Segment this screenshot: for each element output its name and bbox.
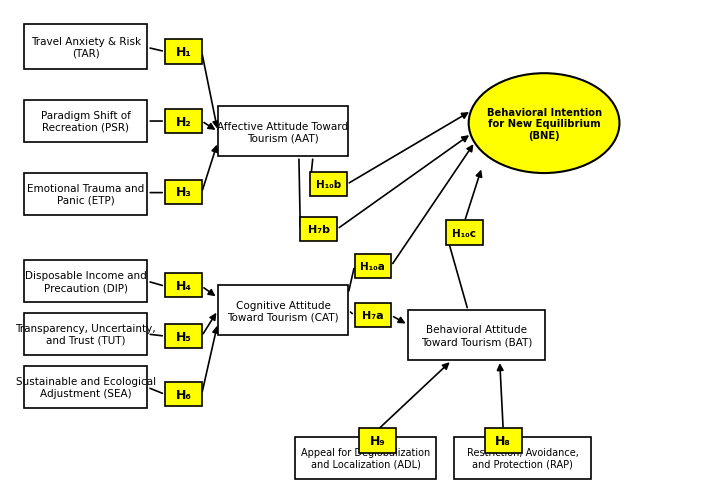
FancyBboxPatch shape	[454, 437, 591, 479]
Text: H₂: H₂	[176, 115, 191, 128]
Text: Sustainable and Ecological
Adjustment (SEA): Sustainable and Ecological Adjustment (S…	[16, 377, 156, 398]
Text: Transparency, Uncertainty,
and Trust (TUT): Transparency, Uncertainty, and Trust (TU…	[15, 324, 156, 345]
FancyBboxPatch shape	[485, 429, 521, 453]
Text: Travel Anxiety & Risk
(TAR): Travel Anxiety & Risk (TAR)	[30, 37, 141, 58]
FancyBboxPatch shape	[165, 41, 202, 65]
Ellipse shape	[469, 74, 620, 174]
FancyBboxPatch shape	[24, 261, 147, 303]
FancyBboxPatch shape	[354, 254, 391, 279]
FancyBboxPatch shape	[165, 110, 202, 134]
FancyBboxPatch shape	[165, 383, 202, 407]
FancyBboxPatch shape	[165, 274, 202, 298]
FancyBboxPatch shape	[165, 325, 202, 349]
FancyBboxPatch shape	[24, 25, 147, 70]
FancyBboxPatch shape	[296, 437, 436, 479]
FancyBboxPatch shape	[24, 367, 147, 408]
FancyBboxPatch shape	[24, 314, 147, 355]
FancyBboxPatch shape	[310, 173, 347, 197]
Text: H₇b: H₇b	[307, 225, 330, 235]
Text: Paradigm Shift of
Recreation (PSR): Paradigm Shift of Recreation (PSR)	[40, 111, 131, 133]
FancyBboxPatch shape	[24, 174, 147, 215]
Text: H₅: H₅	[176, 330, 192, 343]
Text: Behavioral Intention
for New Equilibrium
(BNE): Behavioral Intention for New Equilibrium…	[487, 107, 602, 140]
Text: Appeal for Deglobalization
and Localization (ADL): Appeal for Deglobalization and Localizat…	[301, 447, 430, 469]
Text: H₁₀b: H₁₀b	[316, 180, 341, 190]
FancyBboxPatch shape	[165, 180, 202, 204]
FancyBboxPatch shape	[218, 107, 348, 157]
Text: H₄: H₄	[176, 279, 192, 292]
Text: H₁₀a: H₁₀a	[361, 262, 385, 271]
FancyBboxPatch shape	[24, 101, 147, 143]
Text: Emotional Trauma and
Panic (ETP): Emotional Trauma and Panic (ETP)	[27, 184, 145, 205]
Text: H₁: H₁	[176, 46, 192, 59]
Text: H₆: H₆	[176, 388, 192, 401]
Text: H₉: H₉	[370, 434, 385, 447]
Text: Disposable Income and
Precaution (DIP): Disposable Income and Precaution (DIP)	[25, 271, 147, 293]
Text: Restriction, Avoidance,
and Protection (RAP): Restriction, Avoidance, and Protection (…	[466, 447, 578, 469]
Text: H₈: H₈	[495, 434, 511, 447]
FancyBboxPatch shape	[408, 311, 545, 361]
Text: H₁₀c: H₁₀c	[453, 228, 476, 238]
FancyBboxPatch shape	[359, 429, 396, 453]
FancyBboxPatch shape	[446, 221, 483, 245]
Text: H₇a: H₇a	[362, 311, 384, 321]
Text: H₃: H₃	[176, 186, 192, 199]
Text: Cognitive Attitude
Toward Tourism (CAT): Cognitive Attitude Toward Tourism (CAT)	[227, 300, 339, 322]
FancyBboxPatch shape	[354, 304, 391, 328]
FancyBboxPatch shape	[218, 286, 348, 336]
FancyBboxPatch shape	[300, 218, 337, 242]
Text: Affective Attitude Toward
Tourism (AAT): Affective Attitude Toward Tourism (AAT)	[218, 121, 348, 143]
Text: Behavioral Attitude
Toward Tourism (BAT): Behavioral Attitude Toward Tourism (BAT)	[421, 325, 532, 346]
